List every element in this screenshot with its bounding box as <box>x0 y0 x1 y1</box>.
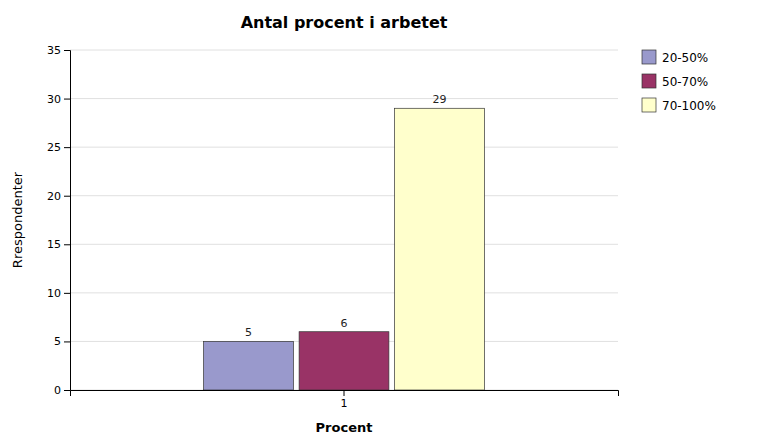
grid-line <box>70 292 618 293</box>
legend-label: 20-50% <box>662 51 708 65</box>
legend-label: 70-100% <box>662 99 716 113</box>
legend-swatch <box>642 74 656 88</box>
y-tick-label: 35 <box>47 44 61 57</box>
x-tick: 1 <box>341 390 348 410</box>
bar <box>204 341 294 390</box>
grid-line <box>70 98 618 99</box>
bar <box>395 108 485 390</box>
y-tick: 35 <box>47 44 70 57</box>
y-tick-mark <box>64 341 70 342</box>
x-axis-line <box>71 391 619 397</box>
y-tick-mark <box>64 196 70 197</box>
legend-item: 50-70% <box>642 74 708 89</box>
y-tick-label: 15 <box>47 238 61 251</box>
y-tick-mark <box>64 147 70 148</box>
chart-container: 0510152025303515629Antal procent i arbet… <box>0 0 758 448</box>
bar <box>299 332 389 390</box>
grid-line <box>70 50 618 51</box>
y-tick-label: 10 <box>47 287 61 300</box>
legend-label: 50-70% <box>662 75 708 89</box>
legend: 20-50% 50-70% 70-100% <box>642 50 716 113</box>
bar-series <box>204 341 294 390</box>
y-tick: 10 <box>47 287 70 300</box>
grid-line <box>70 244 618 245</box>
data-label: 5 <box>245 326 252 339</box>
y-tick-label: 20 <box>47 190 61 203</box>
title: Antal procent i arbetet <box>241 13 448 32</box>
plot-area: 0510152025303515629 <box>47 44 619 410</box>
y-axis: 0 5 10 15 20 25 30 35 <box>47 44 71 397</box>
x-axis: 1 <box>71 390 619 410</box>
y-tick-mark <box>64 390 70 391</box>
y-tick: 30 <box>47 93 70 106</box>
y-tick: 0 <box>54 384 70 397</box>
data-label: 6 <box>341 317 348 330</box>
x-tick-mark <box>344 390 345 396</box>
y-tick: 25 <box>47 141 70 154</box>
legend-swatch <box>642 50 656 64</box>
y-axis-line <box>64 51 71 391</box>
y-tick-mark <box>64 99 70 100</box>
grid-line <box>70 147 618 148</box>
y-tick-label: 0 <box>54 384 61 397</box>
y-tick-label: 30 <box>47 93 61 106</box>
data-labels: 5 6 29 <box>245 93 447 339</box>
legend-item: 70-100% <box>642 98 716 113</box>
y-tick-label: 25 <box>47 141 61 154</box>
x-tick-label: 1 <box>341 397 348 410</box>
y-tick: 5 <box>54 335 70 348</box>
y-axis-title: Rrespondenter <box>10 171 25 268</box>
bar-series <box>395 108 485 390</box>
x-axis-title: Procent <box>316 420 373 435</box>
grid <box>70 50 618 390</box>
y-tick-mark <box>64 244 70 245</box>
bars <box>204 108 485 390</box>
chart-svg: 0510152025303515629Antal procent i arbet… <box>0 0 758 448</box>
grid-line <box>70 195 618 196</box>
y-tick-mark <box>64 50 70 51</box>
legend-item: 20-50% <box>642 50 708 65</box>
y-tick: 20 <box>47 190 70 203</box>
y-tick-label: 5 <box>54 335 61 348</box>
legend-swatch <box>642 98 656 112</box>
y-tick: 15 <box>47 238 70 251</box>
y-tick-mark <box>64 293 70 294</box>
bar-series <box>299 332 389 390</box>
data-label: 29 <box>433 93 447 106</box>
